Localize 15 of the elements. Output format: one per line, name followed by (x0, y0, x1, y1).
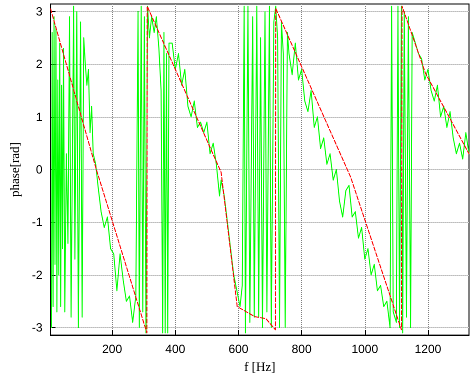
x-axis-title: f [Hz] (244, 359, 276, 374)
y-tick-label: 1 (36, 110, 43, 124)
x-tick-label: 1200 (414, 342, 442, 356)
x-tick-label: 1000 (351, 342, 378, 356)
y-tick-label: 0 (36, 162, 43, 177)
y-axis-title: phase[rad] (7, 142, 22, 197)
y-tick-label: 3 (36, 4, 43, 18)
x-tick-label: 600 (228, 342, 249, 356)
y-tick-label: -1 (32, 215, 43, 230)
y-tick-label: -3 (32, 320, 43, 335)
x-tick-label: 400 (165, 342, 186, 356)
y-tick-label: 2 (36, 57, 43, 72)
x-tick-label: 800 (292, 342, 312, 356)
y-tick-label: -2 (32, 268, 43, 282)
x-tick-label: 200 (102, 342, 122, 356)
